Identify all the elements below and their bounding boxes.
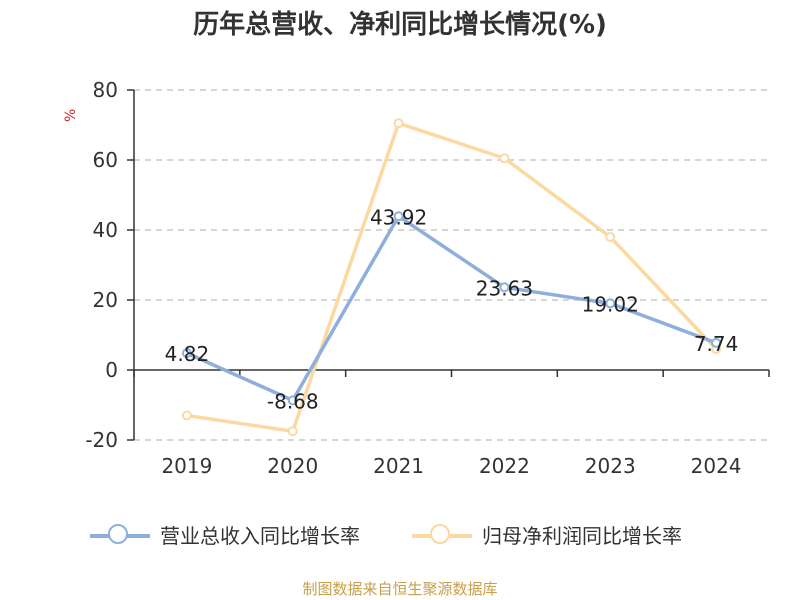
data-point-1 xyxy=(499,153,510,164)
data-point-0 xyxy=(711,337,722,348)
data-label: 23.63 xyxy=(476,276,533,300)
data-label: -8.68 xyxy=(267,389,319,413)
data-point-0 xyxy=(287,395,298,406)
data-point-1 xyxy=(393,118,404,129)
y-tick-label: -20 xyxy=(85,428,118,452)
series-line-0 xyxy=(186,214,717,403)
x-tick-label: 2020 xyxy=(267,454,318,478)
chart-title: 历年总营收、净利同比增长情况(%) xyxy=(193,10,607,40)
x-tick-label: 2023 xyxy=(585,454,636,478)
data-label: 43.92 xyxy=(370,205,427,229)
data-point-1 xyxy=(181,410,192,421)
data-label: 19.02 xyxy=(582,292,639,316)
data-label: 4.82 xyxy=(165,342,210,366)
legend-label-profit: 归母净利润同比增长率 xyxy=(482,524,682,548)
x-tick-label: 2019 xyxy=(161,454,212,478)
series-line-1 xyxy=(186,121,718,433)
y-tick-label: 60 xyxy=(93,148,118,172)
y-tick-label: 20 xyxy=(93,288,118,312)
data-point-0 xyxy=(393,211,404,222)
data-point-0 xyxy=(605,298,616,309)
y-tick-label: 0 xyxy=(105,358,118,382)
data-point-1 xyxy=(287,426,298,437)
chart-legend: 营业总收入同比增长率 归母净利润同比增长率 xyxy=(0,520,800,554)
data-point-0 xyxy=(499,282,510,293)
data-point-1 xyxy=(605,232,616,242)
x-tick-label: 2022 xyxy=(479,454,530,478)
legend-marker-revenue-icon xyxy=(90,522,150,548)
data-source-note: 制图数据来自恒生聚源数据库 xyxy=(302,580,498,598)
data-label: 7.74 xyxy=(694,332,739,356)
y-tick-label: 40 xyxy=(93,218,118,242)
x-tick-label: 2021 xyxy=(373,454,424,478)
y-tick-label: 80 xyxy=(93,78,118,102)
legend-item-revenue-growth[interactable]: 营业总收入同比增长率 xyxy=(90,520,360,549)
legend-item-net-profit-growth[interactable]: 归母净利润同比增长率 xyxy=(412,520,682,549)
legend-marker-profit-icon xyxy=(412,522,472,548)
legend-label-revenue: 营业总收入同比增长率 xyxy=(160,524,360,548)
data-point-0 xyxy=(181,348,192,359)
x-tick-label: 2024 xyxy=(691,454,742,478)
